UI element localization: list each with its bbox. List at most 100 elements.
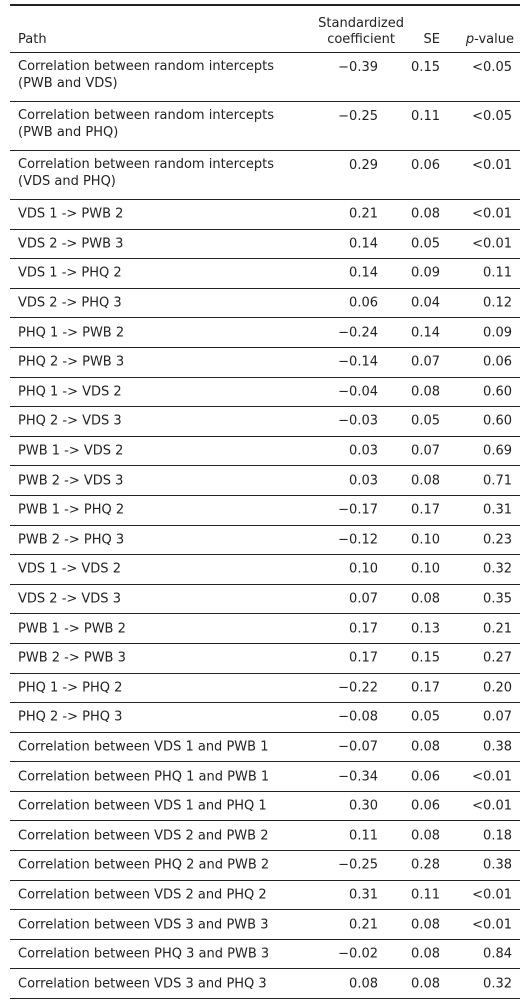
table-row: Correlation between PHQ 2 and PWB 2 −0.25… (10, 851, 520, 881)
results-table: Path Standardized coefficient SE p-value… (10, 4, 520, 1000)
row-path: VDS 2 -> PWB 3 (18, 236, 124, 252)
row-se: 0.17 (411, 502, 440, 518)
table-row: Correlation between VDS 1 and PHQ 1 0.30 0… (10, 792, 520, 822)
row-path: Correlation between random intercepts (P… (18, 59, 274, 91)
table-row: VDS 1 -> VDS 2 0.10 0.10 0.32 (10, 555, 520, 585)
row-se: 0.11 (411, 887, 440, 903)
table-row: PWB 2 -> PWB 3 0.17 0.15 0.27 (10, 644, 520, 674)
row-se: 0.10 (411, 561, 440, 577)
row-p-value: 0.35 (483, 591, 512, 607)
table-row: PWB 1 -> VDS 2 0.03 0.07 0.69 (10, 437, 520, 467)
table-row: VDS 1 -> PWB 2 0.21 0.08 <0.01 (10, 200, 520, 230)
row-path: Correlation between random intercepts (P… (18, 108, 274, 140)
row-path: PWB 2 -> PHQ 3 (18, 532, 125, 548)
table-row: VDS 2 -> VDS 3 0.07 0.08 0.35 (10, 585, 520, 615)
row-se: 0.08 (411, 206, 440, 222)
row-p-value: 0.27 (483, 650, 512, 666)
table-row: Correlation between VDS 3 and PHQ 3 0.08 0… (10, 969, 520, 1000)
row-path: VDS 1 -> PWB 2 (18, 206, 124, 222)
table-row: VDS 2 -> PWB 3 0.14 0.05 <0.01 (10, 230, 520, 260)
row-coefficient: −0.12 (338, 532, 378, 548)
row-path: PWB 2 -> VDS 3 (18, 473, 124, 489)
row-path: VDS 2 -> VDS 3 (18, 591, 121, 607)
table-row: Correlation between random intercepts (P… (10, 53, 520, 102)
row-coefficient: 0.10 (349, 561, 378, 577)
row-p-value: <0.01 (472, 158, 512, 173)
row-path: VDS 1 -> VDS 2 (18, 561, 121, 577)
row-path: PWB 2 -> PWB 3 (18, 650, 126, 666)
row-se: 0.08 (411, 917, 440, 933)
row-coefficient: −0.07 (338, 739, 378, 755)
row-coefficient: 0.03 (349, 473, 378, 489)
row-p-value: 0.31 (483, 502, 512, 518)
table-row: Correlation between random intercepts (V… (10, 151, 520, 200)
row-path: Correlation between VDS 1 and PHQ 1 (18, 798, 267, 814)
row-p-value: <0.01 (472, 236, 512, 252)
row-path: Correlation between VDS 3 and PHQ 3 (18, 976, 267, 992)
table-row: Correlation between PHQ 1 and PWB 1 −0.34… (10, 762, 520, 792)
row-coefficient: 0.30 (349, 798, 378, 814)
row-se: 0.10 (411, 532, 440, 548)
row-path: Correlation between VDS 2 and PHQ 2 (18, 887, 267, 903)
row-coefficient: −0.17 (338, 502, 378, 518)
table-row: PWB 2 -> VDS 3 0.03 0.08 0.71 (10, 466, 520, 496)
row-p-value: <0.05 (472, 109, 512, 124)
row-path: VDS 2 -> PHQ 3 (18, 295, 122, 311)
row-coefficient: 0.08 (349, 976, 378, 992)
row-p-value: 0.23 (483, 532, 512, 548)
row-path: PWB 1 -> PWB 2 (18, 621, 126, 637)
row-path: PWB 1 -> PHQ 2 (18, 502, 125, 518)
row-coefficient: −0.14 (338, 354, 378, 370)
row-se: 0.08 (411, 473, 440, 489)
row-se: 0.11 (411, 109, 440, 124)
row-se: 0.05 (411, 413, 440, 429)
row-p-value: <0.05 (472, 60, 512, 75)
row-path: PHQ 2 -> PWB 3 (18, 354, 125, 370)
table-header: Path Standardized coefficient SE p-value (10, 6, 520, 53)
row-se: 0.15 (411, 650, 440, 666)
row-se: 0.07 (411, 443, 440, 459)
row-coefficient: −0.22 (338, 680, 378, 696)
row-se: 0.05 (411, 709, 440, 725)
table-row: Correlation between PHQ 3 and PWB 3 −0.02… (10, 940, 520, 970)
row-coefficient: 0.06 (349, 295, 378, 311)
row-se: 0.06 (411, 798, 440, 814)
row-coefficient: 0.17 (349, 650, 378, 666)
row-path: Correlation between VDS 3 and PWB 3 (18, 917, 269, 933)
header-coef-line1: Standardized (318, 16, 404, 31)
row-path: Correlation between PHQ 2 and PWB 2 (18, 857, 270, 873)
row-p-value: 0.20 (483, 680, 512, 696)
row-coefficient: −0.02 (338, 946, 378, 962)
row-coefficient: −0.39 (338, 60, 378, 75)
row-se: 0.08 (411, 946, 440, 962)
row-coefficient: −0.34 (338, 769, 378, 785)
table-row: PHQ 1 -> PHQ 2 −0.22 0.17 0.20 (10, 674, 520, 704)
row-coefficient: 0.03 (349, 443, 378, 459)
row-se: 0.28 (411, 857, 440, 873)
header-p-suffix: -value (474, 32, 514, 47)
row-se: 0.05 (411, 236, 440, 252)
table-row: Correlation between VDS 1 and PWB 1 −0.07… (10, 733, 520, 763)
row-p-value: 0.18 (483, 828, 512, 844)
row-p-value: 0.07 (483, 709, 512, 725)
table-body: Correlation between random intercepts (P… (10, 53, 520, 1000)
row-coefficient: 0.21 (349, 917, 378, 933)
row-se: 0.14 (411, 325, 440, 341)
header-se: SE (423, 32, 440, 47)
table-row: PWB 2 -> PHQ 3 −0.12 0.10 0.23 (10, 526, 520, 556)
row-coefficient: −0.08 (338, 709, 378, 725)
row-se: 0.06 (411, 158, 440, 173)
table-row: PHQ 2 -> PHQ 3 −0.08 0.05 0.07 (10, 703, 520, 733)
row-path: Correlation between VDS 2 and PWB 2 (18, 828, 269, 844)
header-path: Path (18, 32, 47, 47)
header-p-italic: p (465, 32, 475, 47)
row-path: PHQ 1 -> PHQ 2 (18, 680, 123, 696)
table-row: PHQ 1 -> PWB 2 −0.24 0.14 0.09 (10, 318, 520, 348)
row-p-value: <0.01 (472, 887, 512, 903)
row-coefficient: −0.25 (338, 109, 378, 124)
row-path: Correlation between VDS 1 and PWB 1 (18, 739, 269, 755)
row-p-value: 0.09 (483, 325, 512, 341)
row-coefficient: −0.04 (338, 384, 378, 400)
row-p-value: 0.60 (483, 384, 512, 400)
row-p-value: 0.38 (483, 739, 512, 755)
